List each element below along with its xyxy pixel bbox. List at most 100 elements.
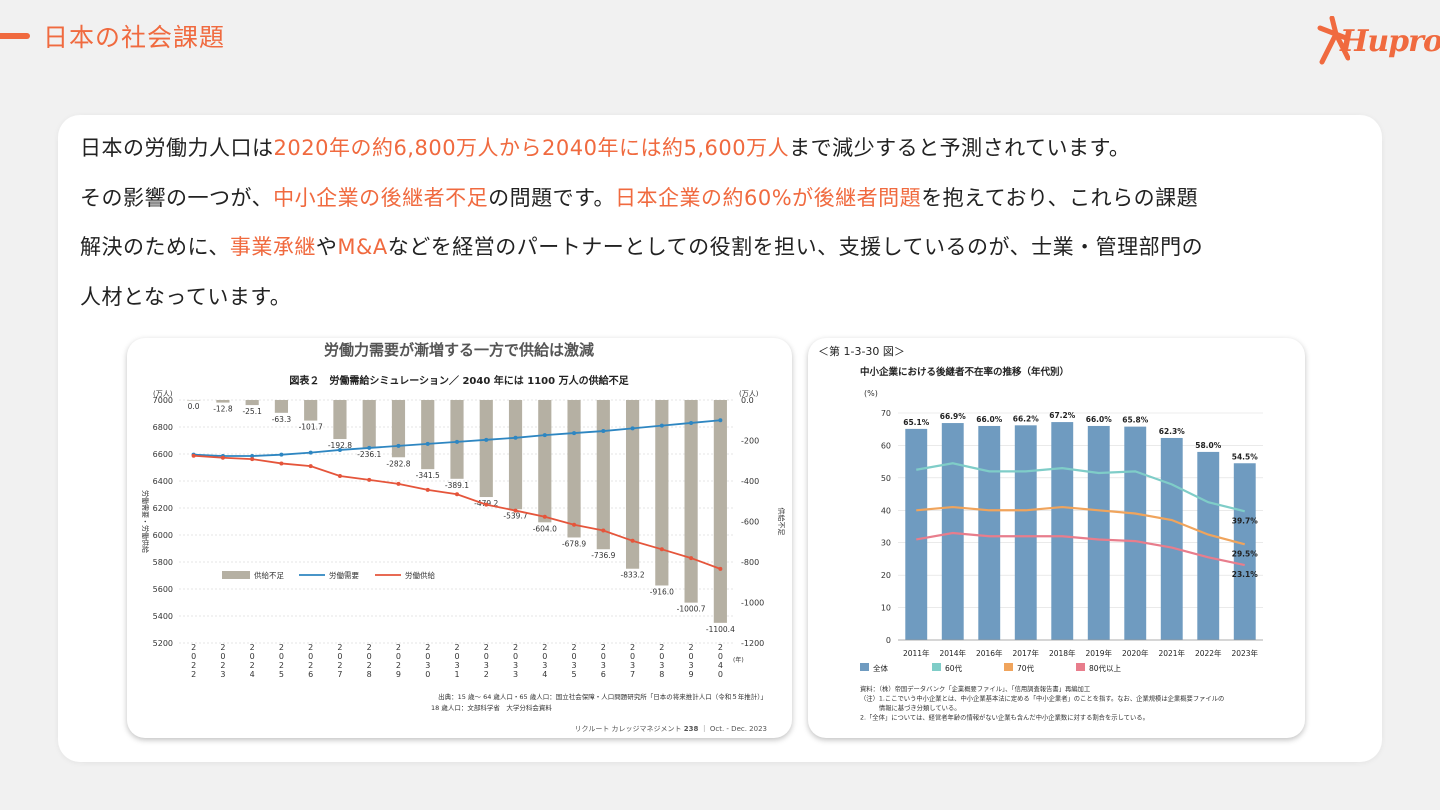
chart1-demand-point <box>396 443 401 448</box>
highlight-business-succession: 事業承継 <box>229 235 316 259</box>
chart1-bar-label: -63.3 <box>272 415 292 424</box>
chart2-bar <box>1197 451 1220 640</box>
chart2-legend-label: 60代 <box>945 663 963 673</box>
chart2-bar <box>941 423 964 640</box>
chart1-supply-point <box>220 455 225 460</box>
chart2-legend-label: 70代 <box>1017 663 1035 673</box>
chart1-right-unit: (万人) <box>739 390 759 398</box>
chart2-x-tick: 2023年 <box>1231 648 1258 658</box>
chart2-x-tick: 2020年 <box>1122 648 1149 658</box>
chart1-bar <box>479 400 493 498</box>
intro-line-2: その影響の一つが、中小企業の後継者不足の問題です。日本企業の約60%が後継者問題… <box>80 185 1199 210</box>
chart2-bar <box>1233 463 1256 640</box>
chart2-note: （注）1.ここでいう中小企業とは、中小企業基本法に定める「中小企業者」のことを指… <box>860 694 1224 703</box>
chart1-bar <box>596 400 610 550</box>
chart2-bar-label: 66.9% <box>940 412 967 421</box>
chart1-demand-point <box>689 420 694 425</box>
highlight-60-percent: 日本企業の約60%が後継者問題 <box>615 185 922 210</box>
intro-line-1: 日本の労働力人口は2020年の約6,800万人から2040年には約5,600万人… <box>80 136 1131 160</box>
chart1-bar <box>450 400 464 479</box>
chart1-supply-point <box>542 514 547 519</box>
chart2-bar <box>1124 426 1147 640</box>
chart1-supply-point <box>572 522 577 527</box>
chart1-x-suffix: (年) <box>733 656 744 664</box>
chart1-demand-point <box>484 437 489 442</box>
chart1-demand-point <box>601 429 606 434</box>
chart1-supply-point <box>396 481 401 486</box>
chart2-legend-swatch <box>1004 663 1013 671</box>
chart1-bar <box>421 400 435 470</box>
chart2-bar-label: 54.5% <box>1232 452 1259 461</box>
chart1-bar <box>655 400 669 586</box>
chart1-demand-point <box>367 445 372 450</box>
title-accent-bar <box>0 33 30 39</box>
chart1-bar-label: -1000.7 <box>677 605 706 614</box>
chart1-source-2: 18 歳人口：文部科学省 大学分科会資料 <box>431 703 552 712</box>
chart1-bar <box>538 400 552 523</box>
chart2-legend-swatch <box>1076 663 1085 671</box>
chart1-left-tick: 7000 <box>153 396 173 405</box>
chart1-bar <box>625 400 640 569</box>
chart1-bar-label: -101.7 <box>299 423 323 432</box>
chart2-bar-label: 65.8% <box>1122 416 1149 425</box>
chart1-left-tick: 5200 <box>153 639 173 648</box>
chart1-demand-point <box>425 441 430 446</box>
chart2-line-end-label: 29.5% <box>1232 549 1259 558</box>
chart1-bar-label: -678.9 <box>562 539 586 548</box>
chart2-bar <box>1087 425 1110 640</box>
chart1-demand-point <box>718 418 723 423</box>
chart1-bar <box>245 400 259 406</box>
chart1-bar <box>508 400 523 510</box>
page-title: 日本の社会課題 <box>43 23 226 52</box>
chart1-demand-point <box>572 431 577 436</box>
intro-text: 日本の労働力人口は2020年の約6,800万人から2040年には約5,600万人… <box>80 124 1380 322</box>
chart1-bar-label: -192.8 <box>328 441 352 450</box>
chart1-bar-label: -539.7 <box>503 511 527 520</box>
highlight-labor-force: 2020年の約6,800万人から2040年には約5,600万人 <box>273 136 790 160</box>
chart2-legend-label: 全体 <box>873 663 888 673</box>
chart1-bar-label: -736.9 <box>591 551 615 560</box>
chart1-subtitle: 図表２ 労働需給シミュレーション／ 2040 年には 1100 万人の供給不足 <box>289 374 629 387</box>
chart1-bar-label: -341.5 <box>416 471 440 480</box>
chart2-bar-label: 65.1% <box>903 418 930 427</box>
chart2-y-tick: 40 <box>881 506 891 515</box>
chart2-y-tick: 70 <box>881 409 891 418</box>
hupro-logo[interactable]: Hupro <box>1310 16 1440 70</box>
chart2-bar-label: 67.2% <box>1049 411 1076 420</box>
successor-absence-chart-card: ＜第 1-3-30 図＞ 中小企業における後継者不在率の推移（年代別） (%) 0 10… <box>808 338 1305 738</box>
chart1-bar <box>713 400 727 623</box>
chart2-y-tick: 30 <box>881 539 891 548</box>
chart1-right-tick: -1200 <box>741 639 764 648</box>
chart2-note: 資料：（株）帝国データバンク「企業概要ファイル」、「信用調査報告書」再編加工 <box>860 684 1090 693</box>
chart2-bar-label: 66.0% <box>976 415 1003 424</box>
chart2-x-tick: 2022年 <box>1195 648 1222 658</box>
chart1-bar-label: -833.2 <box>620 571 644 580</box>
chart1-legend-shortage: 供給不足 <box>254 570 284 580</box>
chart1-supply-point <box>659 547 664 552</box>
chart1-demand-point <box>308 450 313 455</box>
chart1-bar-label: -12.8 <box>213 405 233 414</box>
chart1-bar <box>567 400 581 538</box>
chart1-right-tick: -1000 <box>741 599 764 608</box>
chart1-bar-label: -236.1 <box>357 450 381 459</box>
chart1-right-tick: -200 <box>741 437 759 446</box>
chart1-bar <box>333 400 347 440</box>
chart2-legend-swatch <box>860 663 869 671</box>
chart2-bar <box>1014 425 1037 640</box>
chart1-ylabel-left: 労働需要・労働供給 <box>141 490 150 553</box>
chart2-title: 中小企業における後継者不在率の推移（年代別） <box>860 366 1069 378</box>
chart2-y-tick: 60 <box>881 441 891 450</box>
chart1-legend-supply: 労働供給 <box>405 570 435 580</box>
chart1-left-unit: (万人) <box>153 390 173 398</box>
chart1-supply-point <box>718 566 723 571</box>
chart1-left-tick: 5600 <box>153 585 173 594</box>
